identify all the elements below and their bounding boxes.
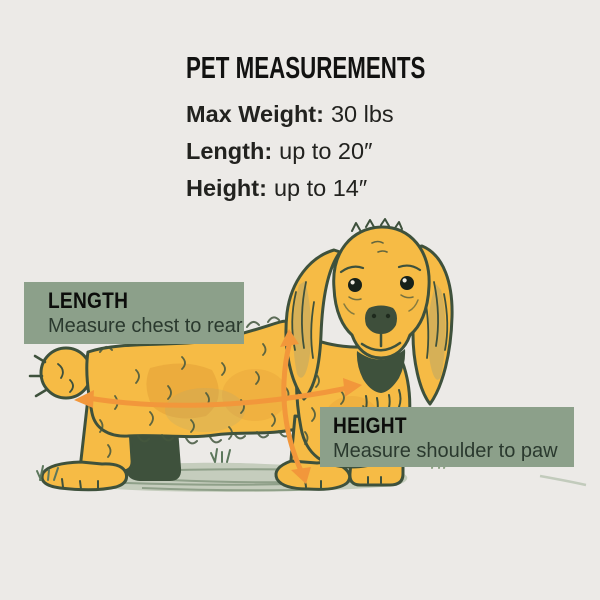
height-callout-title: HEIGHT xyxy=(333,413,407,438)
height-callout: HEIGHT Measure shoulder to paw xyxy=(320,407,574,467)
dog-eye-right xyxy=(400,276,414,290)
length-callout: LENGTH Measure chest to rear xyxy=(24,282,244,344)
spec-height: Height: up to 14″ xyxy=(186,170,518,207)
spec-max-weight-value: 30 lbs xyxy=(330,101,394,127)
header: PET MEASUREMENTS Max Weight: 30 lbs Lengt… xyxy=(186,50,518,207)
spec-height-value: up to 14″ xyxy=(273,175,368,201)
dog-nose xyxy=(365,305,397,334)
height-callout-description: Measure shoulder to paw xyxy=(333,440,558,462)
length-arrow xyxy=(74,378,362,408)
dog-tail xyxy=(28,346,93,400)
dog-head xyxy=(332,218,431,418)
length-callout-description: Measure chest to rear xyxy=(48,315,243,337)
dog-chin-shadow xyxy=(356,349,406,393)
length-callout-title: LENGTH xyxy=(48,288,129,313)
dog xyxy=(28,218,454,492)
grass-icon xyxy=(36,465,59,481)
page-title: PET MEASUREMENTS xyxy=(186,50,426,85)
spec-height-label: Height: xyxy=(186,175,267,201)
spec-max-weight: Max Weight: 30 lbs xyxy=(186,96,518,133)
spec-length: Length: up to 20″ xyxy=(186,133,518,170)
spec-length-value: up to 20″ xyxy=(279,138,373,164)
spec-max-weight-label: Max Weight: xyxy=(186,101,324,127)
dog-mouth xyxy=(360,341,402,352)
dog-eye-left xyxy=(348,278,362,292)
height-arrow xyxy=(280,329,311,484)
spec-length-label: Length: xyxy=(186,138,273,164)
